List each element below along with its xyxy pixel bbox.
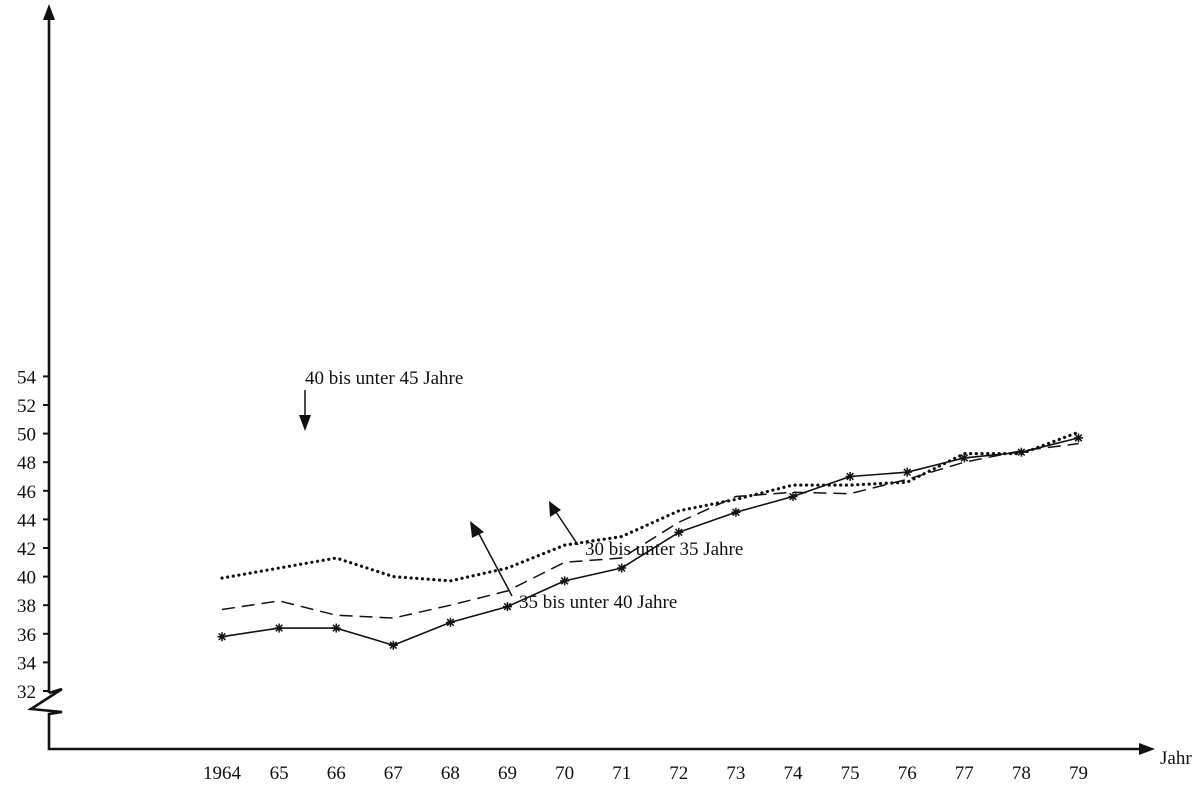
axes (27, 4, 1155, 755)
y-tick-label: 42 (17, 539, 36, 560)
series-line-1 (220, 430, 1081, 583)
x-tick-label: 1964 (203, 763, 242, 784)
y-ticks: 32 34 36 38 40 42 44 46 48 50 52 54 (17, 367, 49, 703)
data-point-marker (560, 576, 570, 586)
y-tick-label: 36 (17, 625, 36, 646)
y-tick-label: 50 (17, 425, 36, 446)
y-axis-arrowhead (43, 4, 55, 20)
x-tick-label: 78 (1012, 763, 1031, 784)
data-point-marker (788, 492, 798, 502)
series-line-3 (221, 442, 1079, 619)
annotation-arrowhead (299, 415, 311, 431)
x-axis-label: Jahr (1160, 748, 1192, 769)
annotation-arrowhead (549, 501, 561, 517)
x-tick-label: 65 (270, 763, 289, 784)
annotation-arrowhead (470, 521, 484, 538)
data-point-marker (274, 623, 284, 633)
y-tick-label: 40 (17, 568, 36, 589)
data-point-marker (503, 602, 512, 612)
data-point-marker (845, 472, 855, 481)
y-tick-label: 44 (17, 510, 37, 531)
series-line-2 (221, 437, 1079, 647)
x-tick-label: 76 (898, 763, 917, 784)
y-tick-label: 48 (17, 453, 36, 474)
data-point-marker (731, 507, 741, 517)
x-ticks: 1964 65 66 67 68 69 70 71 72 73 74 75 76 77 78 79 (203, 763, 1088, 784)
series-annotation-label: 40 bis unter 45 Jahre (305, 368, 463, 389)
annotation-pointer-line (477, 531, 513, 597)
data-point-marker (331, 623, 341, 633)
series-annotation-label: 30 bis unter 35 Jahre (585, 539, 743, 560)
y-tick-label: 32 (17, 682, 36, 703)
x-tick-label: 71 (612, 763, 631, 784)
x-axis-arrowhead (1139, 743, 1155, 755)
y-tick-label: 38 (17, 596, 36, 617)
x-tick-label: 66 (327, 763, 346, 784)
data-point-marker (959, 453, 969, 463)
x-tick-label: 79 (1069, 763, 1088, 784)
data-point-marker (217, 632, 227, 642)
y-tick-label: 52 (17, 396, 36, 417)
data-point-marker (1074, 433, 1083, 443)
data-point-marker (1016, 447, 1026, 457)
annotation-pointer-line (555, 511, 579, 546)
data-point-marker (388, 640, 398, 650)
y-axis (27, 12, 1145, 751)
data-point-marker (617, 563, 627, 573)
x-tick-label: 68 (441, 763, 460, 784)
x-tick-label: 69 (498, 763, 517, 784)
x-tick-label: 77 (955, 763, 974, 784)
y-tick-label: 34 (17, 653, 37, 674)
x-tick-label: 67 (384, 763, 403, 784)
x-tick-label: 74 (784, 763, 804, 784)
y-tick-label: 54 (17, 367, 37, 388)
x-tick-label: 73 (726, 763, 745, 784)
x-tick-label: 70 (555, 763, 574, 784)
x-tick-label: 75 (841, 763, 860, 784)
data-point-marker (674, 527, 684, 537)
x-tick-label: 72 (669, 763, 688, 784)
annotations: 40 bis unter 45 Jahre 30 bis unter 35 Jah… (299, 368, 743, 613)
series-group (217, 430, 1083, 650)
series-annotation-label: 35 bis unter 40 Jahre (519, 592, 677, 613)
y-tick-label: 46 (17, 482, 36, 503)
data-point-marker (445, 617, 455, 627)
data-point-marker (902, 467, 912, 477)
